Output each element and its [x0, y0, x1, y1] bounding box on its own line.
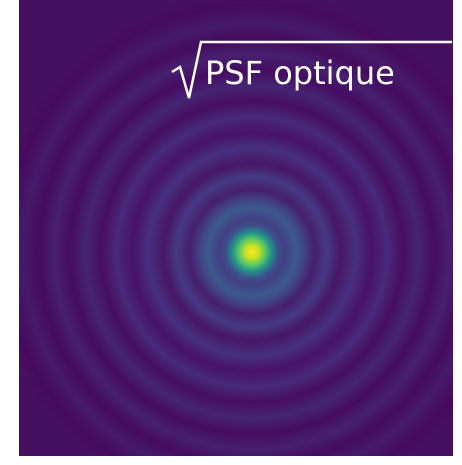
- radical-sign: [171, 40, 452, 99]
- psf-image: [19, 0, 453, 456]
- psf-label: PSF optique: [205, 54, 395, 92]
